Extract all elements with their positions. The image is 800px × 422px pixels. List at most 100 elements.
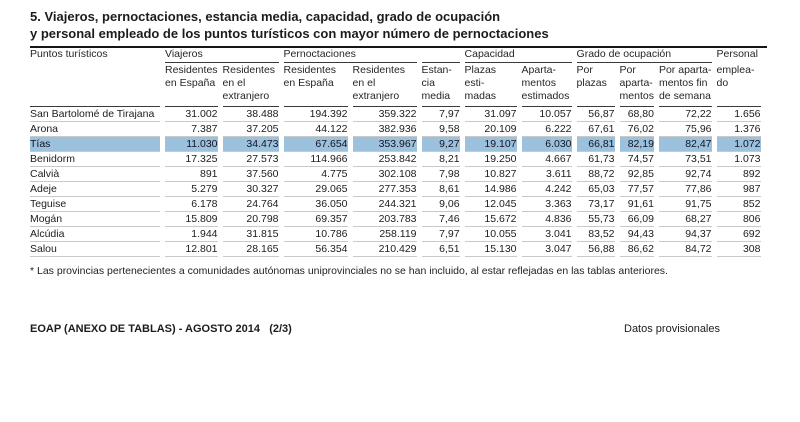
sub-header-residentes: Residentes en el extranjero bbox=[222, 63, 279, 107]
cell-value: 24.764 bbox=[222, 197, 279, 212]
cell-value: 210.429 bbox=[352, 242, 417, 257]
cell-value: 3.041 bbox=[521, 227, 572, 242]
cell-value: 37.560 bbox=[222, 167, 279, 182]
cell-value: 4.836 bbox=[521, 212, 572, 227]
row-label: Calvià bbox=[30, 167, 160, 182]
cell-value: 68,80 bbox=[619, 107, 654, 122]
cell-value: 20.109 bbox=[464, 122, 517, 137]
cell-value: 73,51 bbox=[658, 152, 712, 167]
cell-value: 1.944 bbox=[165, 227, 218, 242]
statistics-table: Puntos turísticos Viajeros Pernoctaciones C… bbox=[25, 48, 766, 257]
cell-value: 19.107 bbox=[464, 137, 517, 152]
sub-header-estan: Estan- cia media bbox=[421, 63, 460, 107]
cell-value: 91,61 bbox=[619, 197, 654, 212]
table-footnote: * Las provincias pertenecientes a comuni… bbox=[30, 265, 668, 277]
footer-source-label: EOAP (ANEXO DE TABLAS) - AGOSTO 2014 (2/… bbox=[30, 323, 292, 335]
cell-value: 15.672 bbox=[464, 212, 517, 227]
cell-value: 6,51 bbox=[421, 242, 460, 257]
cell-value: 65,03 bbox=[576, 182, 615, 197]
cell-value: 15.809 bbox=[165, 212, 218, 227]
cell-value: 88,72 bbox=[576, 167, 615, 182]
row-label: Teguise bbox=[30, 197, 160, 212]
cell-value: 82,47 bbox=[658, 137, 712, 152]
table-row-alcudia: Alcúdia 1.944 31.815 10.786 258.119 7,97 10.05… bbox=[30, 227, 761, 242]
group-header-personal: Personal bbox=[716, 48, 758, 60]
cell-value: 83,52 bbox=[576, 227, 615, 242]
cell-value: 8,61 bbox=[421, 182, 460, 197]
cell-value: 5.279 bbox=[165, 182, 218, 197]
cell-value: 253.842 bbox=[352, 152, 417, 167]
cell-value: 92,85 bbox=[619, 167, 654, 182]
cell-value: 27.573 bbox=[222, 152, 279, 167]
cell-value: 10.057 bbox=[521, 107, 572, 122]
table-row-teguise: Teguise 6.178 24.764 36.050 244.321 9,06 12.04… bbox=[30, 197, 761, 212]
cell-value: 302.108 bbox=[352, 167, 417, 182]
table-row-tias: Tías 11.030 34.473 67.654 353.967 9,27 19.107 6… bbox=[30, 137, 761, 152]
cell-value: 68,27 bbox=[658, 212, 712, 227]
cell-value: 55,73 bbox=[576, 212, 615, 227]
row-label: Alcúdia bbox=[30, 227, 160, 242]
cell-value: 14.986 bbox=[464, 182, 517, 197]
sub-header-residentes: Residentes en España bbox=[165, 63, 218, 107]
cell-value: 67,61 bbox=[576, 122, 615, 137]
cell-value: 692 bbox=[716, 227, 761, 242]
table-row-adeje: Adeje 5.279 30.327 29.065 277.353 8,61 14.986 4… bbox=[30, 182, 761, 197]
cell-value: 28.165 bbox=[222, 242, 279, 257]
row-label: Tías bbox=[30, 137, 160, 152]
cell-value: 244.321 bbox=[352, 197, 417, 212]
table-row-benidorm: Benidorm 17.325 27.573 114.966 253.842 8,21 19… bbox=[30, 152, 761, 167]
cell-value: 69.357 bbox=[283, 212, 348, 227]
cell-value: 38.488 bbox=[222, 107, 279, 122]
cell-value: 9,06 bbox=[421, 197, 460, 212]
cell-value: 852 bbox=[716, 197, 761, 212]
cell-value: 277.353 bbox=[352, 182, 417, 197]
row-label: Salou bbox=[30, 242, 160, 257]
cell-value: 4.775 bbox=[283, 167, 348, 182]
row-label: Adeje bbox=[30, 182, 160, 197]
cell-value: 10.827 bbox=[464, 167, 517, 182]
cell-value: 20.798 bbox=[222, 212, 279, 227]
cell-value: 66,81 bbox=[576, 137, 615, 152]
cell-value: 31.097 bbox=[464, 107, 517, 122]
cell-value: 31.815 bbox=[222, 227, 279, 242]
table-title-line2: y personal empleado de los puntos turíst… bbox=[30, 26, 549, 41]
cell-value: 61,73 bbox=[576, 152, 615, 167]
sub-header-emplea: emplea- do bbox=[716, 63, 761, 107]
table-title: 5. Viajeros, pernoctaciones, estancia me… bbox=[30, 8, 767, 48]
cell-value: 66,09 bbox=[619, 212, 654, 227]
cell-value: 9,58 bbox=[421, 122, 460, 137]
cell-value: 30.327 bbox=[222, 182, 279, 197]
cell-value: 56.354 bbox=[283, 242, 348, 257]
cell-value: 6.222 bbox=[521, 122, 572, 137]
row-label: Arona bbox=[30, 122, 160, 137]
document-page: 5. Viajeros, pernoctaciones, estancia me… bbox=[25, 8, 767, 335]
group-header-estancia bbox=[421, 48, 460, 63]
sub-header-por: Por aparta- mentos bbox=[619, 63, 654, 107]
cell-value: 1.073 bbox=[716, 152, 761, 167]
cell-value: 91,75 bbox=[658, 197, 712, 212]
cell-value: 7,97 bbox=[421, 107, 460, 122]
cell-value: 56,87 bbox=[576, 107, 615, 122]
cell-value: 3.363 bbox=[521, 197, 572, 212]
cell-value: 987 bbox=[716, 182, 761, 197]
sub-header-residentes: Residentes en España bbox=[283, 63, 348, 107]
cell-value: 4.242 bbox=[521, 182, 572, 197]
cell-value: 84,72 bbox=[658, 242, 712, 257]
cell-value: 36.050 bbox=[283, 197, 348, 212]
cell-value: 359.322 bbox=[352, 107, 417, 122]
cell-value: 194.392 bbox=[283, 107, 348, 122]
table-title-line1: 5. Viajeros, pernoctaciones, estancia me… bbox=[30, 9, 501, 24]
cell-value: 3.611 bbox=[521, 167, 572, 182]
cell-value: 34.473 bbox=[222, 137, 279, 152]
cell-value: 7,46 bbox=[421, 212, 460, 227]
cell-value: 7,97 bbox=[421, 227, 460, 242]
cell-value: 9,27 bbox=[421, 137, 460, 152]
table-body: San Bartolomé de Tirajana 31.002 38.488 194… bbox=[30, 107, 761, 257]
cell-value: 31.002 bbox=[165, 107, 218, 122]
row-label: Benidorm bbox=[30, 152, 160, 167]
cell-value: 12.045 bbox=[464, 197, 517, 212]
cell-value: 3.047 bbox=[521, 242, 572, 257]
cell-value: 7.387 bbox=[165, 122, 218, 137]
table-row-calvia: Calvià 891 37.560 4.775 302.108 7,98 10.827 3.6… bbox=[30, 167, 761, 182]
page-footer: EOAP (ANEXO DE TABLAS) - AGOSTO 2014 (2/… bbox=[30, 323, 767, 335]
